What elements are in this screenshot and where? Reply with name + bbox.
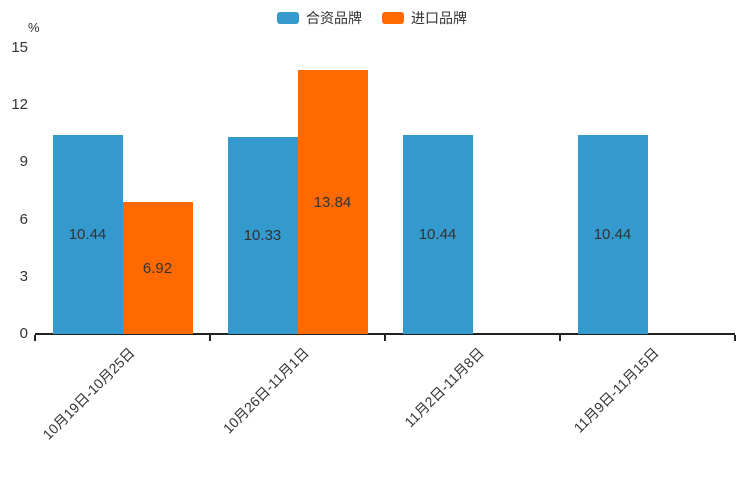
legend-swatch-blue xyxy=(277,12,299,24)
legend-label-joint-venture-brand: 合资品牌 xyxy=(306,10,362,26)
legend-label-import-brand: 进口品牌 xyxy=(411,10,467,26)
bar-合资品牌-11月9日-11月15日[interactable]: 10.44 xyxy=(577,134,648,334)
bar-合资品牌-10月19日-10月25日[interactable]: 10.44 xyxy=(52,134,123,334)
y-tick-label: 9 xyxy=(19,153,28,171)
x-tick-label: 11月2日-11月8日 xyxy=(401,344,488,431)
y-tick-label: 6 xyxy=(19,210,28,228)
bar-value-label: 10.33 xyxy=(243,227,282,244)
legend: 合资品牌 进口品牌 xyxy=(0,8,744,28)
y-axis-unit-label: % xyxy=(28,20,40,35)
bar-合资品牌-10月26日-11月1日[interactable]: 10.33 xyxy=(227,137,298,334)
bar-value-label: 6.92 xyxy=(142,259,173,277)
y-tick-label: 0 xyxy=(19,325,28,342)
x-axis-tick xyxy=(559,335,561,341)
x-axis-tick xyxy=(734,335,736,341)
bar-value-label: 10.44 xyxy=(68,225,107,243)
x-axis-tick xyxy=(34,335,36,341)
bar-进口品牌-10月26日-11月1日[interactable]: 13.84 xyxy=(297,70,368,334)
y-tick-label: 3 xyxy=(19,267,28,285)
bar-合资品牌-11月2日-11月8日[interactable]: 10.44 xyxy=(402,134,473,334)
x-axis-tick xyxy=(209,335,211,341)
x-tick-label: 10月19日-10月25日 xyxy=(38,344,138,443)
x-axis-tick xyxy=(384,335,386,341)
bar-value-label: 13.84 xyxy=(313,193,352,211)
bar-value-label: 10.44 xyxy=(418,225,457,243)
legend-item-joint-venture-brand[interactable]: 合资品牌 xyxy=(277,8,362,28)
legend-swatch-orange xyxy=(382,12,404,24)
legend-item-import-brand[interactable]: 进口品牌 xyxy=(382,8,467,28)
x-axis-line xyxy=(35,333,735,335)
bar-value-label: 10.44 xyxy=(593,225,632,243)
x-tick-label: 10月26日-11月1日 xyxy=(220,344,313,437)
y-tick-label: 12 xyxy=(11,96,28,114)
y-tick-label: 15 xyxy=(11,39,28,56)
bar-进口品牌-10月19日-10月25日[interactable]: 6.92 xyxy=(122,202,193,334)
x-tick-label: 11月9日-11月15日 xyxy=(570,344,663,436)
